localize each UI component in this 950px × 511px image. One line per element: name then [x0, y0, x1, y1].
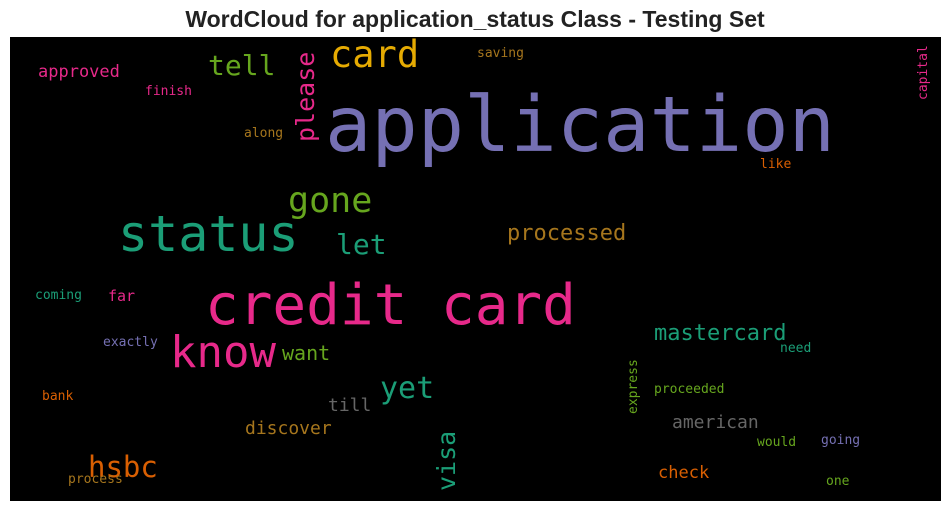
word-credit-card: credit card [205, 273, 576, 338]
word-process: process [68, 472, 123, 487]
word-status: status [118, 205, 299, 263]
wordcloud-canvas: application credit card status know card gone… [10, 37, 941, 501]
word-coming: coming [35, 288, 82, 303]
word-one: one [826, 474, 850, 489]
word-processed: processed [507, 221, 626, 246]
word-would: would [757, 435, 796, 450]
word-express: express [626, 359, 641, 414]
word-yet: yet [380, 371, 434, 406]
word-let: let [336, 228, 387, 261]
word-american: american [672, 412, 759, 433]
word-finish: finish [145, 84, 192, 99]
word-far: far [108, 287, 135, 305]
word-approved: approved [38, 62, 120, 82]
word-going: going [821, 433, 860, 448]
word-card: card [330, 37, 419, 76]
word-mastercard: mastercard [654, 321, 786, 346]
chart-title: WordCloud for application_status Class -… [185, 6, 765, 32]
wordcloud-svg: application credit card status know card gone… [35, 37, 931, 491]
word-please: please [291, 52, 320, 142]
word-proceeded: proceeded [654, 382, 724, 397]
word-exactly: exactly [103, 335, 158, 350]
word-like: like [760, 157, 791, 172]
word-check: check [658, 463, 709, 483]
word-tell: tell [208, 49, 275, 82]
word-application: application [325, 81, 835, 170]
word-hsbc: hsbc [88, 450, 158, 484]
word-till: till [328, 395, 371, 416]
word-need: need [780, 341, 811, 356]
word-bank: bank [42, 389, 73, 404]
word-saving: saving [477, 46, 524, 61]
word-discover: discover [245, 418, 332, 439]
word-along: along [244, 126, 283, 141]
word-visa: visa [432, 431, 461, 491]
word-know: know [170, 327, 276, 378]
word-capital: capital [916, 45, 931, 100]
word-gone: gone [288, 181, 372, 221]
word-want: want [282, 341, 330, 365]
